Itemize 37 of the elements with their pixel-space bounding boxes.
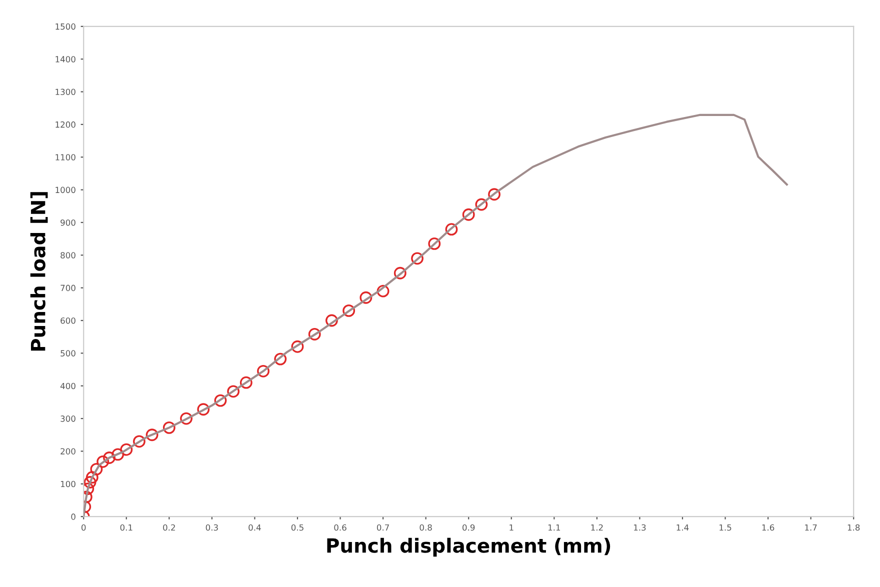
y-tick-label: 1000 <box>56 186 76 194</box>
x-tick-label: 1.4 <box>676 524 689 531</box>
y-tick-label: 400 <box>60 382 76 390</box>
x-tick-label: 1.1 <box>548 524 560 531</box>
x-tick-label: 0.8 <box>420 524 432 531</box>
x-tick-label: 1.3 <box>634 524 646 531</box>
x-tick-label: 0.9 <box>462 524 475 531</box>
x-tick-label: 0.1 <box>120 524 132 531</box>
x-tick-label: 0.6 <box>334 524 346 531</box>
y-tick-label: 600 <box>60 317 76 324</box>
x-tick-label: 1.6 <box>762 524 774 531</box>
y-axis-title: Punch load [N] <box>30 192 48 351</box>
y-tick-label: 1300 <box>56 88 76 96</box>
y-tick-label: 500 <box>60 350 76 356</box>
x-tick-label: 1.2 <box>591 524 603 531</box>
x-tick-label: 0.4 <box>248 524 261 531</box>
y-tick-label: 800 <box>60 252 76 258</box>
x-tick-label: 1.5 <box>720 524 732 531</box>
y-tick-label: 1400 <box>56 56 76 62</box>
y-tick-label: 1500 <box>56 23 76 30</box>
y-tick-label: 300 <box>60 416 76 422</box>
x-tick-label: 1.7 <box>805 524 817 531</box>
x-tick-label: 1.8 <box>848 524 860 531</box>
y-tick-label: 1200 <box>56 121 76 128</box>
x-axis-title: Punch displacement (mm) <box>327 538 610 557</box>
y-tick-label: 200 <box>60 448 76 454</box>
y-tick-label: 0 <box>71 514 76 520</box>
x-tick-label: 0.2 <box>163 524 175 531</box>
y-tick-label: 900 <box>60 219 76 226</box>
x-tick-label: 0.3 <box>206 524 218 531</box>
x-tick-label: 0 <box>82 524 86 531</box>
x-tick-label: 0.5 <box>291 524 304 531</box>
y-tick-label: 1100 <box>56 154 76 160</box>
x-tick-label: 0.7 <box>376 524 389 531</box>
x-tick-label: 1 <box>510 524 514 531</box>
y-tick-label: 700 <box>60 284 76 292</box>
y-tick-label: 100 <box>60 480 76 488</box>
